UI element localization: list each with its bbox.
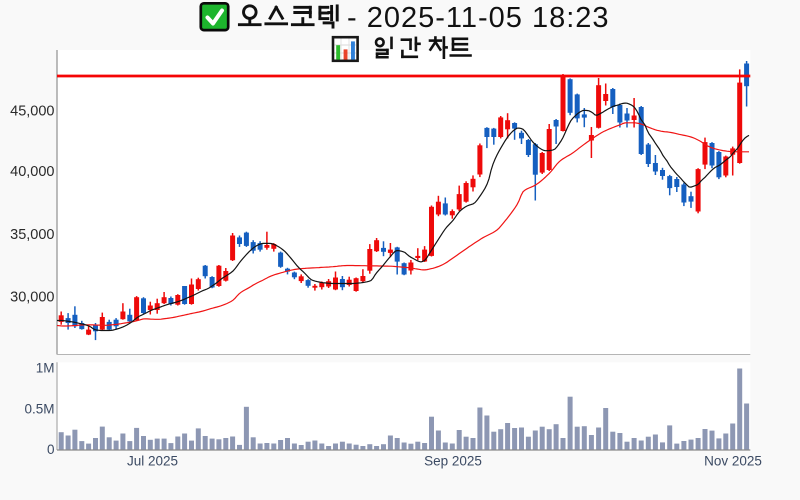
svg-text:0: 0 [47, 442, 55, 457]
svg-text:30,000: 30,000 [10, 290, 54, 306]
svg-text:1M: 1M [36, 360, 55, 375]
svg-text:- 2025-11-05 18:23: - 2025-11-05 18:23 [347, 2, 610, 34]
svg-text:Sep 2025: Sep 2025 [424, 453, 482, 468]
svg-text:45,000: 45,000 [10, 104, 54, 120]
svg-text:35,000: 35,000 [10, 227, 54, 243]
svg-text:40,000: 40,000 [10, 164, 54, 180]
svg-text:0.5M: 0.5M [24, 401, 54, 416]
svg-text:Jul 2025: Jul 2025 [127, 453, 178, 468]
svg-text:Nov 2025: Nov 2025 [704, 453, 762, 468]
